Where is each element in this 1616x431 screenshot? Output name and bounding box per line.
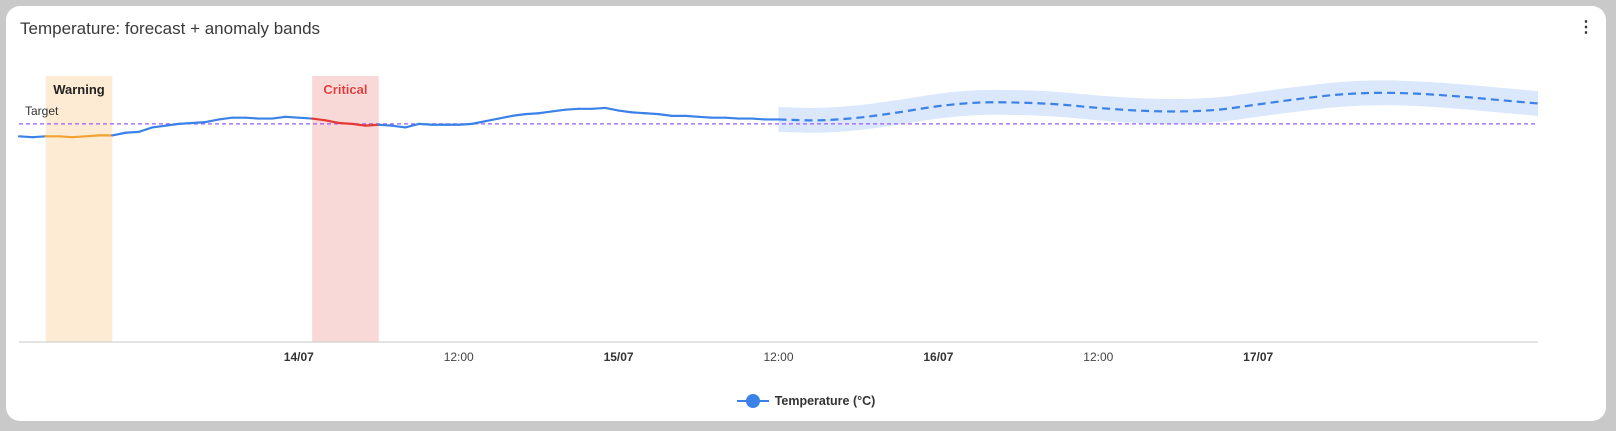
more-options-button[interactable]: ⋮ xyxy=(1576,18,1596,38)
chart-card: Temperature: forecast + anomaly bands ⋮ … xyxy=(6,6,1606,421)
temperature-line-segment xyxy=(404,122,420,129)
temperature-line-segment xyxy=(351,122,367,127)
temperature-line-segment xyxy=(564,107,580,111)
temperature-line-segment xyxy=(57,135,74,139)
temperature-line-segment xyxy=(151,124,167,129)
temperature-line-segment xyxy=(457,122,474,126)
temperature-line-segment xyxy=(204,118,220,124)
target-label: Target xyxy=(25,104,59,118)
temperature-line-segment xyxy=(31,135,47,139)
temperature-line-segment xyxy=(364,123,380,127)
temperature-line-segment xyxy=(484,117,500,123)
temperature-line-segment xyxy=(137,126,154,133)
chart-title: Temperature: forecast + anomaly bands xyxy=(20,19,321,38)
temperature-line-segment xyxy=(510,113,527,118)
x-tick-label: 12:00 xyxy=(444,350,474,364)
temperature-line-segment xyxy=(684,114,700,118)
temperature-line-segment xyxy=(124,130,141,134)
temperature-line-segment xyxy=(271,115,287,120)
temperature-line-segment xyxy=(617,109,634,114)
temperature-line-segment xyxy=(550,108,567,113)
temperature-line-segment xyxy=(697,115,713,119)
temperature-line-segment xyxy=(164,122,180,127)
temperature-line-segment xyxy=(590,106,607,110)
band-label-warning: Warning xyxy=(53,82,105,97)
temperature-line-segment xyxy=(377,123,394,127)
temperature-line-segment xyxy=(297,116,314,120)
temperature-line-segment xyxy=(111,131,127,137)
temperature-line-segment xyxy=(71,135,87,139)
temperature-line-segment xyxy=(657,113,674,118)
temperature-line-segment xyxy=(191,121,207,125)
forecast-confidence-band xyxy=(778,80,1538,133)
x-tick-label: 12:00 xyxy=(763,350,793,364)
more-vert-icon: ⋮ xyxy=(1578,19,1594,36)
temperature-line-segment xyxy=(390,124,407,129)
temperature-line-segment xyxy=(750,117,767,121)
temperature-line-segment xyxy=(537,110,554,115)
temperature-line-segment xyxy=(724,116,740,120)
legend-label: Temperature (°C) xyxy=(774,394,876,408)
temperature-line-segment xyxy=(524,112,540,116)
x-tick-label: 14/07 xyxy=(284,350,314,364)
legend-item-temperature[interactable]: Temperature (°C) xyxy=(6,394,1606,408)
temperature-line-segment xyxy=(217,116,234,121)
x-tick-label: 16/07 xyxy=(923,350,953,364)
band-critical xyxy=(312,76,379,342)
band-label-critical: Critical xyxy=(323,82,367,97)
x-tick-label: 15/07 xyxy=(604,350,634,364)
chart-svg: Target Warning Critical 14/07 12:00 15/07 12… xyxy=(17,76,1539,364)
temperature-line-segment xyxy=(497,114,514,120)
temperature-line-segment xyxy=(17,135,34,139)
temperature-line-segment xyxy=(470,120,487,125)
temperature-line-segment xyxy=(630,111,647,115)
temperature-line-segment xyxy=(417,122,434,126)
x-tick-label: 12:00 xyxy=(1083,350,1113,364)
temperature-line-segment xyxy=(644,112,660,116)
legend-swatch xyxy=(736,394,769,408)
temperature-line-segment xyxy=(604,106,620,112)
band-warning xyxy=(45,76,113,342)
temperature-line-segment xyxy=(177,121,194,125)
temperature-line-segment xyxy=(84,134,101,138)
temperature-line-segment xyxy=(311,117,327,122)
temperature-line-segment xyxy=(244,116,260,120)
temperature-line-segment xyxy=(324,119,340,125)
temperature-line-segment xyxy=(284,115,300,119)
x-tick-label: 17/07 xyxy=(1243,350,1273,364)
temperature-line-segment xyxy=(337,121,354,125)
forecast-line xyxy=(778,91,1539,122)
